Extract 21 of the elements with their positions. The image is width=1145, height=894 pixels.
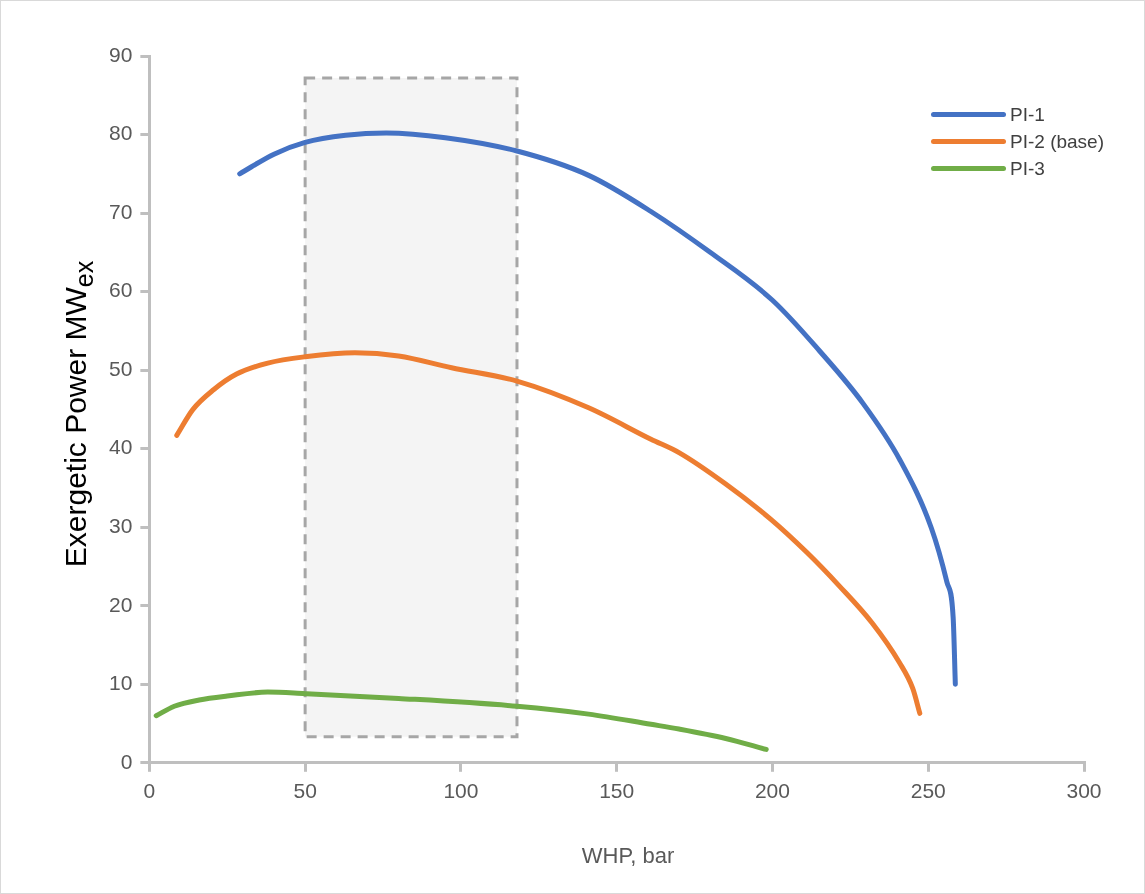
legend-label: PI-2 (base) xyxy=(1010,130,1104,153)
x-tick-label: 0 xyxy=(143,779,156,803)
y-tick-label: 40 xyxy=(109,435,133,459)
y-tick-label: 70 xyxy=(109,199,133,223)
x-tick-label: 250 xyxy=(910,779,946,803)
y-tick-label: 30 xyxy=(109,514,133,537)
legend-label: PI-1 xyxy=(1010,103,1045,126)
x-tick-label: 100 xyxy=(443,779,479,803)
y-tick-label: 20 xyxy=(109,592,133,616)
y-tick-label: 50 xyxy=(109,356,133,380)
y-tick-label: 10 xyxy=(109,671,133,695)
x-tick-label: 50 xyxy=(293,779,317,803)
x-axis-title: WHP, bar xyxy=(581,843,675,869)
y-tick-label: 60 xyxy=(109,278,133,302)
y-tick-label: 90 xyxy=(109,42,133,66)
x-tick-label: 200 xyxy=(754,779,790,803)
legend-label: PI-3 xyxy=(1010,157,1045,180)
x-tick-label: 150 xyxy=(599,779,635,803)
y-tick-label: 80 xyxy=(109,121,133,145)
y-tick-label: 0 xyxy=(120,749,133,773)
x-tick-label: 300 xyxy=(1066,779,1102,803)
